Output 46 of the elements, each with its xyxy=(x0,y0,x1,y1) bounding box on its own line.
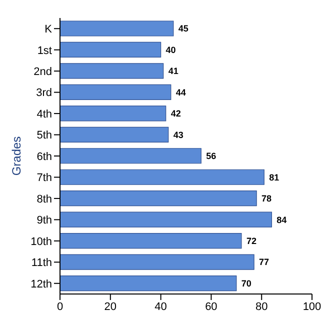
y-tick-label: 9th xyxy=(36,214,52,227)
x-tick-label: 80 xyxy=(255,300,268,313)
y-tick-label: 11th xyxy=(31,257,52,270)
bar xyxy=(60,275,237,292)
data-label: 40 xyxy=(166,44,176,55)
x-tick-label: 100 xyxy=(302,300,322,313)
y-tick-label: 5th xyxy=(36,130,52,142)
data-label: 44 xyxy=(176,87,186,98)
y-tick-label: 8th xyxy=(36,193,52,206)
bar xyxy=(60,84,172,100)
data-label: 41 xyxy=(168,66,178,76)
bar xyxy=(60,233,242,249)
y-tick-label: K xyxy=(44,24,53,36)
bar xyxy=(60,63,164,79)
y-tick-label: 7th xyxy=(36,172,52,184)
bar xyxy=(60,169,264,185)
x-tick-label: 0 xyxy=(56,300,64,313)
data-label: 81 xyxy=(269,172,280,182)
y-tick-label: 3rd xyxy=(36,87,52,100)
bar xyxy=(60,106,166,122)
y-tick-label: 12th xyxy=(30,278,52,290)
bar xyxy=(60,254,254,270)
bar xyxy=(60,126,169,142)
data-label: 42 xyxy=(170,108,181,119)
y-tick-label: 4th xyxy=(36,108,52,120)
data-label: 84 xyxy=(276,214,287,225)
bar xyxy=(60,20,174,36)
bar xyxy=(60,42,162,58)
y-tick-label: 1st xyxy=(37,44,52,57)
y-axis-title: Grades xyxy=(9,136,24,176)
data-label: 43 xyxy=(173,130,184,140)
bar xyxy=(60,148,202,164)
data-label: 70 xyxy=(241,278,252,288)
data-label: 78 xyxy=(262,194,272,204)
data-label: 77 xyxy=(259,257,270,268)
x-tick-label: 20 xyxy=(104,300,117,313)
bar xyxy=(60,212,272,228)
data-label: 72 xyxy=(246,236,256,246)
x-tick-label: 60 xyxy=(205,300,218,313)
y-tick-label: 10th xyxy=(30,236,52,248)
y-tick-label: 6th xyxy=(36,150,52,163)
data-label: 45 xyxy=(178,24,188,34)
x-tick-label: 40 xyxy=(154,300,167,313)
y-tick-label: 2nd xyxy=(34,66,52,78)
data-label: 56 xyxy=(206,151,216,162)
bar xyxy=(60,190,257,206)
